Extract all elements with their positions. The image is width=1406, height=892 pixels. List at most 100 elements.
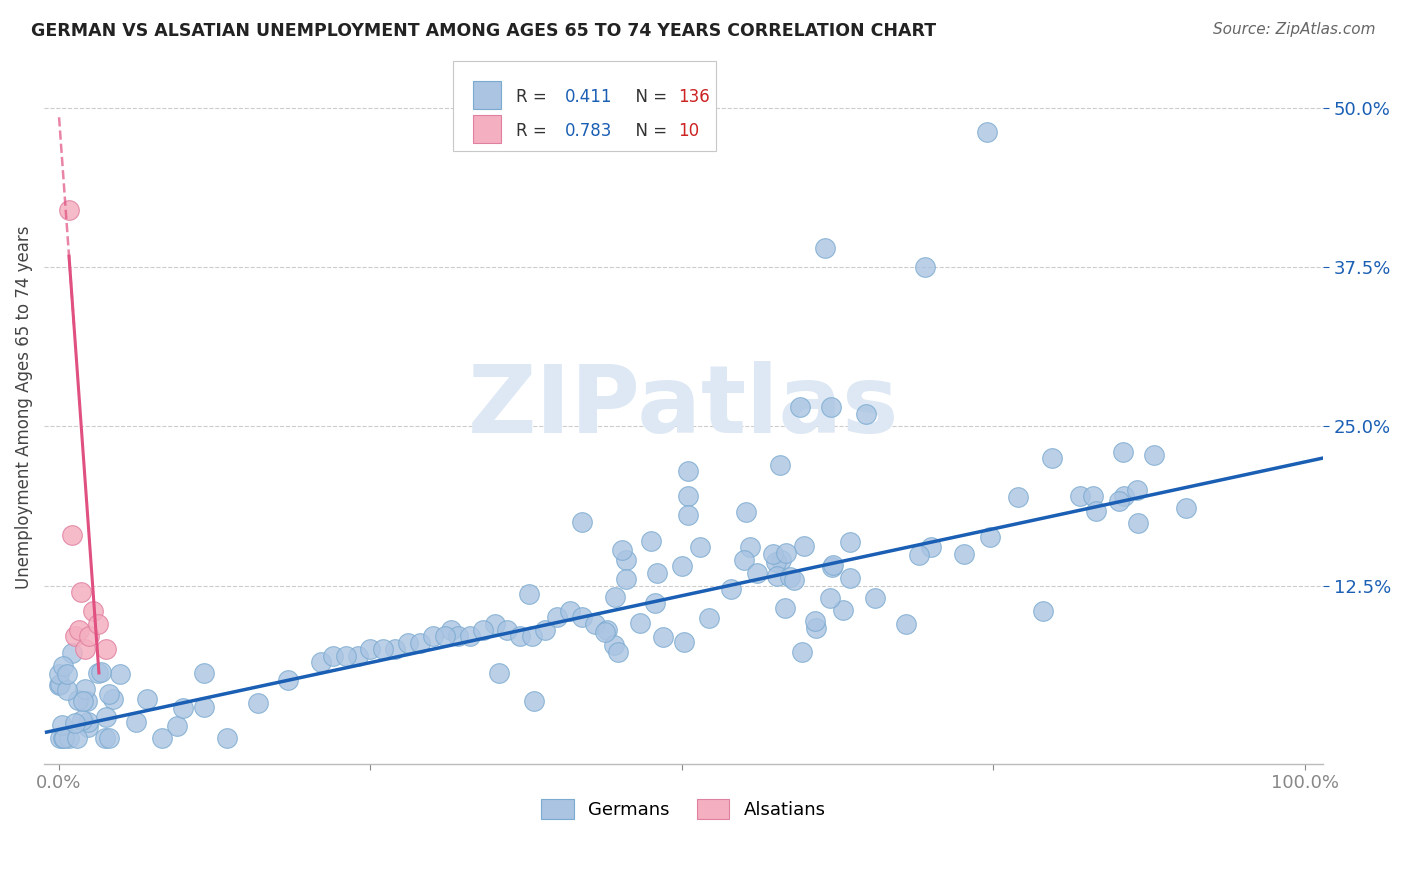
Text: GERMAN VS ALSATIAN UNEMPLOYMENT AMONG AGES 65 TO 74 YEARS CORRELATION CHART: GERMAN VS ALSATIAN UNEMPLOYMENT AMONG AG…	[31, 22, 936, 40]
Germans	[125, 715, 148, 730]
Germans	[150, 731, 173, 746]
Germans	[740, 541, 762, 555]
Germans	[1083, 489, 1105, 503]
Germans	[645, 566, 668, 580]
Germans	[49, 676, 72, 690]
Germans	[277, 673, 299, 687]
Text: ZIPatlas: ZIPatlas	[468, 361, 900, 453]
Germans	[1007, 490, 1029, 504]
Germans	[103, 692, 125, 706]
Germans	[571, 610, 593, 624]
Germans	[458, 630, 481, 644]
Germans	[814, 241, 837, 255]
Germans	[488, 665, 510, 680]
Germans	[1112, 489, 1135, 503]
Germans	[762, 547, 785, 561]
Germans	[855, 407, 877, 421]
Germans	[979, 530, 1001, 544]
Germans	[48, 678, 70, 692]
Germans	[614, 553, 637, 567]
Germans	[77, 720, 100, 734]
Germans	[614, 572, 637, 586]
Germans	[818, 591, 841, 605]
Text: 0.783: 0.783	[565, 122, 612, 140]
Germans	[914, 260, 936, 275]
Text: 0.411: 0.411	[565, 88, 612, 106]
Germans	[612, 543, 634, 558]
Alsatians	[96, 642, 118, 657]
Germans	[804, 614, 827, 628]
Bar	[472, 115, 501, 144]
Germans	[546, 610, 568, 624]
Germans	[193, 665, 215, 680]
Germans	[90, 665, 112, 679]
Germans	[976, 125, 998, 139]
Germans	[471, 623, 494, 637]
Alsatians	[65, 630, 87, 644]
Germans	[309, 655, 332, 669]
Germans	[63, 716, 86, 731]
Text: N =: N =	[624, 88, 672, 106]
Germans	[335, 648, 357, 663]
Bar	[472, 80, 501, 109]
Germans	[66, 693, 89, 707]
Germans	[322, 648, 344, 663]
Germans	[1108, 493, 1130, 508]
Germans	[56, 667, 79, 681]
Germans	[215, 731, 238, 746]
Germans	[773, 600, 796, 615]
Germans	[94, 710, 117, 724]
Germans	[94, 731, 117, 746]
Germans	[676, 489, 699, 503]
Germans	[593, 625, 616, 640]
Germans	[820, 401, 842, 415]
Germans	[831, 603, 853, 617]
Germans	[783, 574, 806, 588]
Germans	[509, 630, 531, 644]
Germans	[571, 515, 593, 529]
Germans	[863, 591, 886, 606]
Germans	[606, 645, 628, 659]
Germans	[689, 541, 711, 555]
Germans	[108, 667, 131, 681]
Text: 136: 136	[679, 88, 710, 106]
Germans	[823, 558, 845, 573]
Germans	[446, 630, 468, 644]
Germans	[676, 464, 699, 478]
Germans	[644, 596, 666, 610]
Germans	[628, 615, 651, 630]
Germans	[522, 630, 544, 644]
Y-axis label: Unemployment Among Ages 65 to 74 years: Unemployment Among Ages 65 to 74 years	[15, 226, 32, 589]
Germans	[58, 731, 80, 746]
Germans	[1032, 604, 1054, 618]
Alsatians	[77, 630, 100, 644]
Germans	[804, 621, 827, 635]
Germans	[920, 541, 942, 555]
Germans	[720, 582, 742, 596]
Germans	[66, 731, 89, 746]
Germans	[97, 731, 120, 746]
Germans	[1126, 483, 1149, 498]
Alsatians	[60, 527, 83, 541]
Germans	[76, 714, 98, 729]
Alsatians	[75, 642, 97, 657]
Alsatians	[58, 202, 80, 217]
Germans	[651, 630, 673, 644]
Germans	[1142, 448, 1164, 462]
Germans	[766, 569, 789, 583]
Germans	[792, 645, 814, 659]
Germans	[603, 639, 626, 653]
Germans	[484, 616, 506, 631]
Germans	[839, 534, 862, 549]
Germans	[52, 659, 75, 673]
Germans	[56, 683, 79, 698]
Germans	[422, 630, 444, 644]
Germans	[735, 505, 758, 519]
Germans	[75, 682, 97, 697]
Germans	[72, 694, 94, 708]
Germans	[359, 642, 381, 657]
Germans	[72, 713, 94, 727]
Germans	[697, 611, 720, 625]
Germans	[908, 548, 931, 562]
Germans	[384, 642, 406, 657]
